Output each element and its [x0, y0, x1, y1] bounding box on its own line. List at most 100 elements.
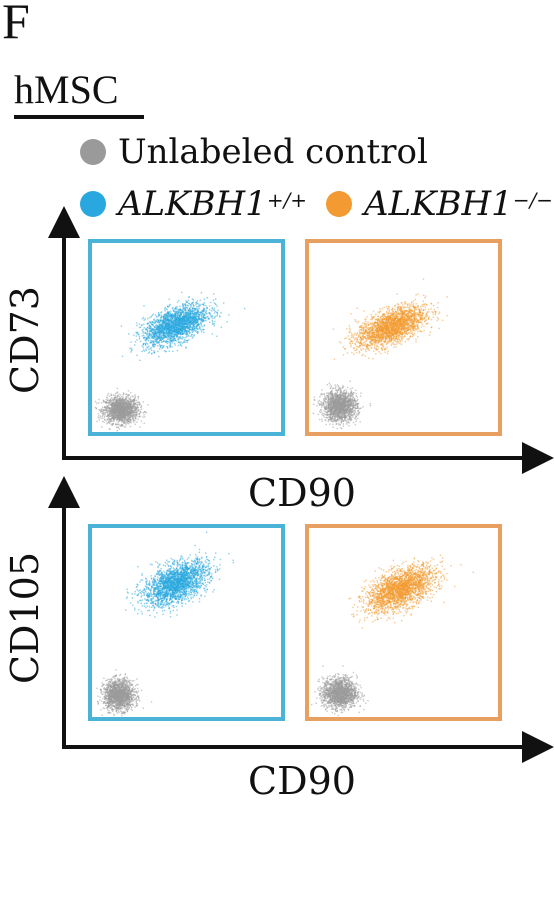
scatter-point: [162, 327, 164, 329]
scatter-point: [178, 325, 180, 327]
scatter-point: [161, 334, 163, 336]
legend-item-wt: ALKBH1 +/+: [80, 184, 307, 224]
scatter-point: [346, 415, 348, 417]
scatter-point: [134, 408, 136, 410]
scatter-point: [347, 420, 349, 423]
scatter-point: [156, 326, 158, 328]
scatter-point: [113, 394, 115, 396]
scatter-point: [183, 331, 185, 333]
scatter-point: [164, 321, 166, 324]
scatter-point: [331, 420, 334, 423]
scatter-point: [135, 417, 137, 419]
scatter-point: [330, 419, 332, 422]
scatter-point: [130, 403, 132, 405]
scatter-point: [186, 323, 189, 325]
scatter-point: [178, 319, 180, 322]
scatter-point: [127, 394, 129, 396]
scatter-point: [156, 318, 158, 321]
scatter-point: [189, 328, 191, 331]
scatter-point: [175, 311, 177, 313]
scatter-point: [132, 399, 134, 401]
scatter-point: [185, 300, 187, 302]
scatter-point: [124, 413, 126, 415]
scatter-point: [155, 320, 158, 322]
scatter-point: [329, 416, 332, 418]
scatter-point: [113, 410, 115, 412]
scatter-point: [157, 345, 159, 347]
scatter-point: [117, 415, 119, 418]
scatter-point: [158, 329, 161, 331]
scatter-point: [190, 309, 192, 311]
scatter-point: [139, 402, 141, 405]
scatter-point: [183, 337, 185, 339]
scatter-point: [182, 304, 184, 307]
scatter-point: [154, 330, 157, 332]
scatter-point: [190, 303, 192, 306]
scatter-point: [197, 328, 199, 330]
scatter-point: [101, 406, 104, 408]
scatter-point: [195, 311, 197, 313]
scatter-point: [209, 314, 211, 316]
scatter-point: [352, 401, 354, 403]
scatter-point: [100, 402, 103, 404]
scatter-point: [155, 324, 157, 327]
scatter-point: [158, 328, 161, 330]
scatter-point: [101, 414, 104, 417]
scatter-point: [196, 325, 198, 328]
scatter-point: [147, 352, 150, 354]
scatter-point: [189, 324, 191, 326]
scatter-point: [346, 402, 348, 404]
scatter-point: [167, 311, 170, 314]
scatter-point: [112, 423, 114, 425]
scatter-point: [210, 310, 213, 312]
scatter-point: [353, 410, 355, 412]
scatter-point: [160, 345, 162, 347]
scatter-point: [333, 396, 335, 398]
scatter-point: [157, 332, 160, 334]
scatter-point: [167, 326, 169, 328]
scatter-point: [350, 400, 352, 403]
scatter-point: [120, 419, 122, 421]
scatter-point: [213, 310, 216, 312]
scatter-point: [105, 415, 108, 417]
scatter-point: [349, 420, 351, 422]
scatter-point: [156, 337, 158, 340]
scatter-point: [160, 315, 163, 318]
scatter-point: [146, 323, 148, 325]
scatter-point: [156, 321, 158, 323]
scatter-point: [131, 418, 133, 420]
scatter-point: [182, 336, 184, 338]
scatter-point: [128, 423, 130, 425]
scatter-point: [118, 412, 120, 414]
scatter-point: [177, 308, 179, 311]
scatter-point: [176, 313, 179, 315]
scatter-point: [110, 394, 112, 397]
scatter-point: [115, 400, 117, 402]
scatter-point: [155, 340, 157, 342]
scatter-point: [179, 312, 182, 314]
scatter-point: [326, 407, 328, 410]
scatter-point: [125, 419, 127, 421]
scatter-point: [133, 418, 135, 420]
scatter-point: [136, 403, 138, 406]
scatter-point: [106, 397, 109, 399]
scatter-point: [162, 337, 165, 339]
scatter-point: [119, 394, 122, 396]
scatter-point: [191, 316, 193, 318]
scatter-point: [329, 406, 332, 408]
scatter-point: [185, 347, 187, 349]
scatter-point: [342, 415, 345, 418]
scatter-point: [347, 392, 350, 394]
scatter-point: [137, 333, 140, 335]
scatter-point: [203, 320, 206, 322]
scatter-point: [203, 310, 205, 312]
scatter-point: [159, 327, 162, 329]
scatter-point: [110, 400, 112, 403]
scatter-point: [356, 413, 358, 415]
scatter-point: [357, 404, 359, 406]
scatter-point: [121, 395, 123, 398]
scatter-point: [97, 417, 100, 419]
scatter-point: [174, 315, 176, 317]
scatter-point: [194, 313, 196, 315]
scatter-point: [117, 421, 119, 423]
